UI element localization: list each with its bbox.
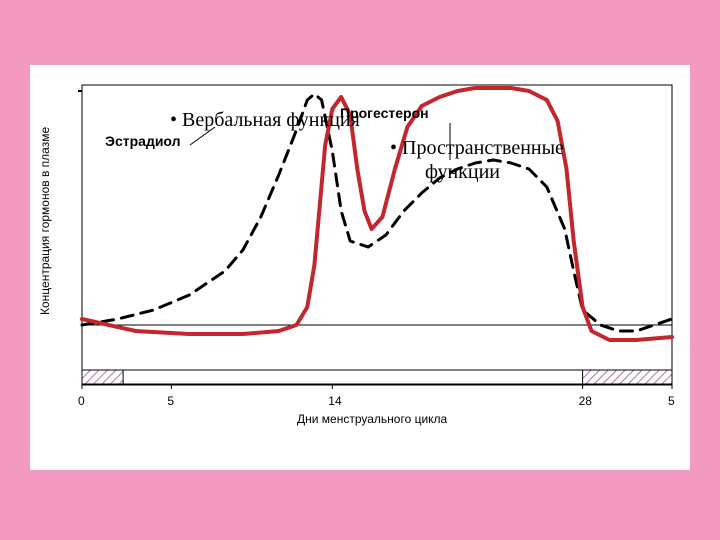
x-tick: 5 — [668, 394, 675, 408]
x-tick: 14 — [328, 394, 341, 408]
chart-panel: Концентрация гормонов в плазме Дни менст… — [30, 65, 690, 470]
y-axis-label: Концентрация гормонов в плазме — [38, 127, 52, 315]
overlay-spatial2: функции — [425, 161, 500, 184]
hormone-chart — [30, 65, 690, 470]
x-tick: 5 — [167, 394, 174, 408]
overlay-verbal: • Вербальная функция — [170, 109, 360, 132]
overlay-spatial1: • Пространственные — [390, 137, 564, 160]
x-axis-label: Дни менструального цикла — [297, 412, 447, 426]
x-tick: 28 — [579, 394, 592, 408]
estradiol-label: Эстрадиол — [105, 133, 181, 149]
x-tick: 0 — [78, 394, 85, 408]
